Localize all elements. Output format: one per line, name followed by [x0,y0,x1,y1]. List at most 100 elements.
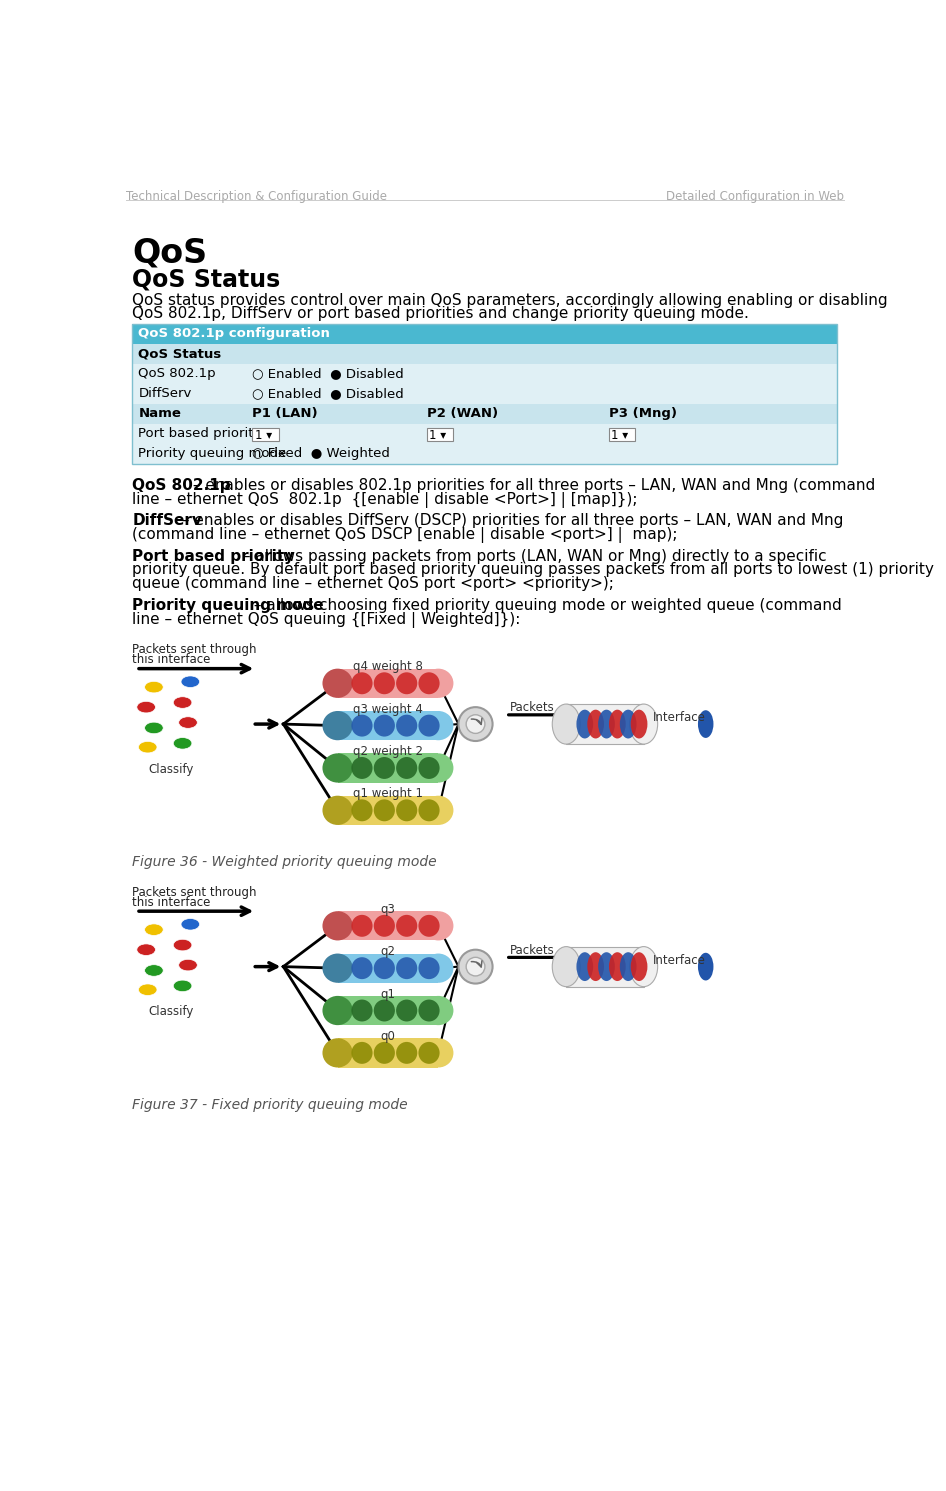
Ellipse shape [418,915,440,936]
Ellipse shape [323,753,353,783]
Ellipse shape [173,980,192,992]
Ellipse shape [323,711,353,740]
Text: Classify: Classify [149,1005,194,1018]
Text: – allows passing packets from ports (LAN, WAN or Mng) directly to a specific: – allows passing packets from ports (LAN… [238,549,827,564]
Ellipse shape [179,717,198,728]
Ellipse shape [351,999,373,1021]
Ellipse shape [181,918,200,930]
Circle shape [459,950,493,984]
Circle shape [466,957,485,977]
Ellipse shape [631,953,647,981]
Text: Classify: Classify [149,762,194,775]
Text: 1 ▾: 1 ▾ [254,429,272,441]
Ellipse shape [576,710,593,738]
Ellipse shape [374,799,394,822]
Ellipse shape [630,704,657,744]
Text: q3 weight 4: q3 weight 4 [353,702,423,716]
Ellipse shape [418,757,440,778]
Text: q1 weight 1: q1 weight 1 [353,787,423,801]
Bar [567,704,643,744]
Ellipse shape [552,947,580,987]
Text: Packets: Packets [510,701,554,714]
Bar [338,954,438,983]
Ellipse shape [423,753,453,783]
Text: queue (command line – ethernet QoS port <port> <priority>);: queue (command line – ethernet QoS port … [132,576,614,592]
Text: Technical Description & Configuration Guide: Technical Description & Configuration Gu… [126,191,387,203]
Ellipse shape [179,959,198,971]
Ellipse shape [631,710,647,738]
Ellipse shape [396,1042,417,1065]
Circle shape [459,707,493,741]
Ellipse shape [576,953,593,981]
Ellipse shape [351,757,373,778]
Ellipse shape [418,799,440,822]
Bar [338,1038,438,1068]
Ellipse shape [609,710,625,738]
Bar [609,428,635,441]
Bar [567,947,643,987]
Ellipse shape [396,757,417,778]
Ellipse shape [323,996,353,1026]
Text: QoS Status: QoS Status [132,267,280,291]
Text: q4 weight 8: q4 weight 8 [353,661,423,674]
Ellipse shape [587,953,604,981]
Bar [132,364,837,383]
Ellipse shape [323,796,353,825]
Text: q2 weight 2: q2 weight 2 [353,746,423,757]
Ellipse shape [609,953,625,981]
Text: P1 (LAN): P1 (LAN) [253,407,318,420]
Ellipse shape [351,1042,373,1065]
Ellipse shape [374,999,394,1021]
Ellipse shape [396,999,417,1021]
Ellipse shape [138,741,157,753]
Text: Interface: Interface [653,711,706,725]
Ellipse shape [423,911,453,941]
Text: 1 ▾: 1 ▾ [611,429,628,441]
Ellipse shape [396,799,417,822]
Bar [132,344,837,364]
Text: Port based priority: Port based priority [138,428,262,440]
Ellipse shape [323,668,353,698]
Ellipse shape [351,915,373,936]
Text: Packets sent through: Packets sent through [132,886,256,899]
Bar [338,796,438,825]
Text: this interface: this interface [132,653,211,666]
Text: Figure 36 - Weighted priority queuing mode: Figure 36 - Weighted priority queuing mo… [132,854,437,869]
Text: Figure 37 - Fixed priority queuing mode: Figure 37 - Fixed priority queuing mode [132,1097,408,1111]
Ellipse shape [374,672,394,695]
Bar [132,404,837,423]
Ellipse shape [145,681,164,693]
Text: q0: q0 [380,1030,395,1042]
Text: q3: q3 [380,904,395,915]
Ellipse shape [145,722,164,734]
Bar [338,668,438,698]
Bar [132,423,837,444]
Ellipse shape [552,704,580,744]
Ellipse shape [323,911,353,941]
Bar [338,911,438,941]
Circle shape [466,714,485,734]
Text: line – ethernet QoS  802.1p  {[enable | disable <Port>] | [map]});: line – ethernet QoS 802.1p {[enable | di… [132,492,638,507]
Text: line – ethernet QoS queuing {[Fixed | Weighted]}):: line – ethernet QoS queuing {[Fixed | We… [132,611,520,628]
Ellipse shape [587,710,604,738]
Ellipse shape [598,710,615,738]
Ellipse shape [374,1042,394,1065]
Ellipse shape [323,954,353,983]
Ellipse shape [374,915,394,936]
Text: Name: Name [138,407,182,420]
Text: – enables or disables 802.1p priorities for all three ports – LAN, WAN and Mng (: – enables or disables 802.1p priorities … [188,477,875,492]
Ellipse shape [173,738,192,748]
Text: – enables or disables DiffServ (DSCP) priorities for all three ports – LAN, WAN : – enables or disables DiffServ (DSCP) pr… [177,513,843,528]
Text: QoS: QoS [132,237,207,270]
Text: 1 ▾: 1 ▾ [429,429,447,441]
Ellipse shape [137,944,155,956]
Text: Priority queuing mode: Priority queuing mode [132,598,324,613]
Bar [338,753,438,783]
Text: Interface: Interface [653,954,706,968]
Ellipse shape [145,965,164,977]
Bar [427,428,453,441]
Ellipse shape [698,953,713,981]
Ellipse shape [173,939,192,951]
Text: QoS 802.1p: QoS 802.1p [138,367,216,380]
Text: Packets: Packets [510,944,554,957]
